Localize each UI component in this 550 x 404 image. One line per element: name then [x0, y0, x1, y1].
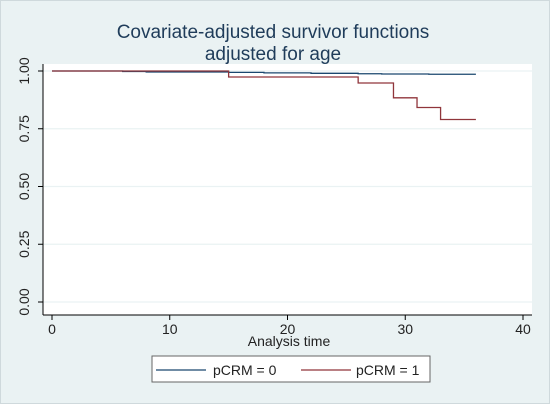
y-tick-label-4: 1.00 [16, 57, 32, 84]
legend-label-1: pCRM = 1 [356, 362, 420, 378]
x-tick-label-2: 20 [280, 321, 296, 337]
legend: pCRM = 0 pCRM = 1 [151, 355, 431, 383]
y-tick-label-1: 0.25 [16, 230, 32, 257]
chart-title-line-2: adjusted for age [205, 44, 341, 65]
axes: 0.00 0.25 0.50 0.75 1.00 0 10 20 30 40 [16, 57, 532, 337]
x-axis-title: Analysis time [248, 333, 331, 349]
legend-label-0: pCRM = 0 [213, 362, 277, 378]
x-tick-label-4: 40 [515, 321, 531, 337]
y-tick-label-0: 0.00 [16, 288, 32, 315]
y-tick-label-3: 0.75 [16, 115, 32, 142]
x-tick-label-0: 0 [48, 321, 56, 337]
plot-area [43, 64, 532, 315]
chart-title-line-1: Covariate-adjusted survivor functions [117, 22, 430, 43]
legend-box [151, 355, 431, 383]
y-tick-label-2: 0.50 [16, 173, 32, 200]
series-layer [52, 70, 476, 121]
series-line-1 [52, 70, 476, 121]
x-tick-label-3: 30 [397, 321, 413, 337]
x-tick-label-1: 10 [162, 321, 178, 337]
